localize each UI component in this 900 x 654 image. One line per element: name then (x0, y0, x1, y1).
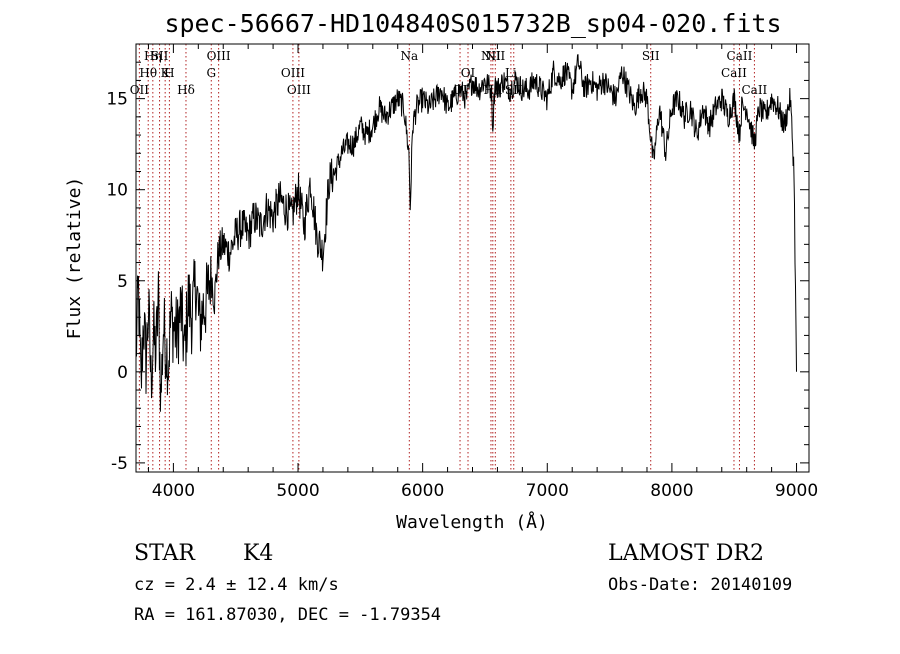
line-label: K (161, 66, 171, 80)
x-tick-label: 6000 (401, 481, 444, 501)
line-label: NII (481, 49, 501, 63)
x-axis-ticks: 4000 5000 6000 7000 8000 9000 (147, 44, 818, 501)
x-axis-label: Wavelength (Å) (396, 511, 548, 533)
line-label: OII (130, 83, 150, 97)
y-tick-label: 10 (106, 181, 128, 201)
line-label: Hδ (177, 83, 195, 97)
line-label: NII (485, 49, 505, 63)
line-label: Hη (144, 49, 162, 63)
object-type: STAR (134, 541, 196, 566)
spectrum-line (135, 54, 797, 412)
line-label: SII (151, 49, 169, 63)
x-tick-label: 7000 (526, 481, 569, 501)
survey-name: LAMOST DR2 (608, 541, 764, 566)
line-label: SII (642, 49, 660, 63)
line-label: H (164, 66, 174, 80)
line-label: CaII (741, 83, 767, 97)
y-tick-label: 5 (117, 272, 128, 292)
y-tick-label: 0 (117, 363, 128, 383)
spectral-line-labels: OIIHθHηSIIKHHδGOIIIOIIIOIIINaOIOINIIHαNI… (130, 49, 768, 97)
line-label: OIII (287, 83, 311, 97)
line-label: Hθ (139, 66, 157, 80)
spectral-line-markers (138, 44, 755, 472)
line-label: G (206, 66, 216, 80)
redshift-line: cz = 2.4 ± 12.4 km/s (134, 575, 339, 595)
y-tick-label: 15 (106, 90, 128, 110)
x-tick-label: 5000 (276, 481, 319, 501)
line-label: OI (461, 66, 476, 80)
x-tick-label: 8000 (650, 481, 693, 501)
x-tick-label: 9000 (775, 481, 818, 501)
object-subclass: K4 (243, 541, 273, 566)
x-tick-label: 4000 (152, 481, 195, 501)
obs-date: Obs-Date: 20140109 (608, 575, 792, 595)
plot-frame (135, 43, 810, 473)
line-label: Na (400, 49, 418, 63)
line-label: OIII (207, 49, 231, 63)
y-axis-label: Flux (relative) (64, 177, 85, 340)
line-label: CaII (721, 66, 747, 80)
y-tick-label: -5 (111, 454, 128, 474)
line-label: OIII (281, 66, 305, 80)
line-label: Li (505, 66, 517, 80)
spectrum-series (135, 54, 797, 412)
line-label: CaII (727, 49, 753, 63)
y-axis-ticks: -5 0 5 10 15 (106, 61, 809, 474)
coordinates: RA = 161.87030, DEC = -1.79354 (134, 605, 441, 625)
chart-title: spec-56667-HD104840S015732B_sp04-020.fit… (164, 9, 781, 38)
